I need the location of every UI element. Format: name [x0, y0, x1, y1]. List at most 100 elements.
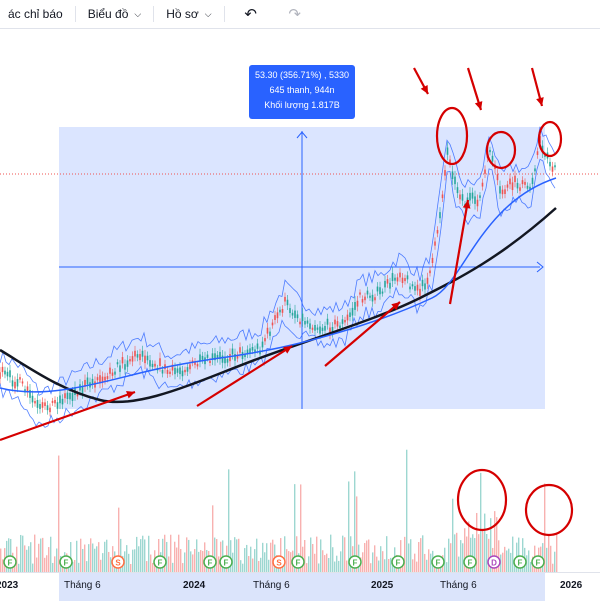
- candle: [454, 176, 456, 185]
- volume-bar: [202, 550, 204, 572]
- candle: [306, 320, 309, 324]
- candle: [106, 376, 109, 379]
- volume-bar: [218, 556, 220, 572]
- chart-menu-button[interactable]: Biểu đồ ⌵: [80, 0, 150, 28]
- volume-bar: [2, 559, 4, 572]
- volume-bar: [382, 551, 384, 572]
- event-marker: [219, 555, 233, 569]
- volume-bar: [420, 538, 422, 572]
- volume-bar: [308, 556, 310, 572]
- candle: [279, 309, 281, 313]
- candle: [301, 313, 304, 322]
- event-marker: [513, 555, 527, 569]
- candle: [71, 393, 74, 401]
- candle: [396, 277, 399, 282]
- candle: [231, 348, 234, 355]
- profile-menu-button[interactable]: Hồ sơ ⌵: [158, 0, 219, 28]
- candle: [534, 168, 536, 172]
- candle: [411, 284, 414, 287]
- candle: [259, 350, 261, 355]
- volume-bar: [290, 552, 292, 572]
- candle: [501, 189, 504, 195]
- volume-bar: [258, 560, 260, 572]
- event-marker-letter: F: [536, 559, 541, 568]
- trend-arrow: [196, 345, 293, 407]
- event-marker-letter: F: [468, 559, 473, 568]
- volume-bar: [78, 562, 80, 572]
- candle: [319, 326, 321, 334]
- candle: [331, 327, 334, 333]
- volume-bar: [198, 551, 200, 572]
- volume-bar: [190, 551, 192, 572]
- redo-button[interactable]: ↷: [273, 0, 317, 28]
- volume-bar: [130, 563, 132, 572]
- volume-bar: [8, 538, 10, 572]
- event-marker-letter: D: [491, 559, 497, 568]
- candle: [246, 349, 249, 354]
- candle: [26, 386, 29, 393]
- candle: [479, 195, 481, 198]
- volume-bar: [340, 551, 342, 572]
- highlight-circle: [537, 120, 563, 158]
- volume-bar: [496, 517, 498, 572]
- candle: [381, 291, 384, 294]
- volume-bar: [454, 534, 456, 572]
- trend-arrow-head: [462, 200, 471, 209]
- time-axis[interactable]: 2023 Tháng 6 2024 Tháng 6 2025 Tháng 6 2…: [0, 572, 600, 601]
- candle: [206, 354, 209, 358]
- candle: [56, 402, 59, 409]
- volume-bar: [518, 537, 520, 572]
- volume-bar: [52, 562, 54, 572]
- volume-bar: [184, 552, 186, 572]
- candle: [394, 277, 396, 281]
- volume-bar: [178, 534, 180, 572]
- candle: [146, 355, 149, 361]
- candle: [506, 184, 509, 188]
- volume-bar: [252, 558, 254, 572]
- candle: [444, 170, 446, 176]
- volume-bar: [502, 552, 504, 572]
- candle: [549, 161, 551, 167]
- candle: [84, 379, 86, 387]
- volume-bar: [256, 538, 258, 572]
- undo-button[interactable]: ↶: [229, 0, 273, 28]
- event-marker-letter: F: [396, 559, 401, 568]
- volume-bar: [468, 521, 470, 572]
- candle: [286, 299, 289, 306]
- volume-bar: [530, 561, 532, 572]
- highlight-circle: [485, 130, 517, 170]
- volume-bar: [58, 455, 60, 572]
- volume-bar: [82, 548, 84, 572]
- volume-bar: [512, 536, 514, 572]
- candle: [316, 327, 319, 330]
- volume-bar: [142, 535, 144, 572]
- volume-bar: [488, 538, 490, 572]
- time-label-2026: 2026: [560, 580, 583, 591]
- candle: [446, 147, 449, 155]
- volume-bar: [140, 539, 142, 572]
- volume-bar: [36, 557, 38, 572]
- candle: [251, 346, 254, 351]
- candle: [209, 360, 211, 364]
- candle: [19, 377, 21, 380]
- candle: [131, 356, 134, 362]
- candle: [276, 312, 279, 319]
- volume-bar: [72, 561, 74, 572]
- volume-bar: [424, 553, 426, 572]
- volume-bar: [174, 541, 176, 572]
- candle: [304, 321, 306, 325]
- volume-bar: [416, 561, 418, 572]
- indicators-button[interactable]: ác chỉ báo: [0, 0, 71, 28]
- time-label-2023: 2023: [0, 580, 19, 591]
- candle: [531, 177, 534, 185]
- candle: [346, 314, 349, 321]
- candle: [409, 286, 411, 290]
- volume-bar: [500, 554, 502, 572]
- candle: [484, 169, 486, 174]
- volume-bar: [316, 536, 318, 572]
- volume-bar: [170, 534, 172, 572]
- volume-bar: [554, 551, 556, 572]
- candle: [436, 229, 439, 234]
- volume-bar: [92, 543, 94, 572]
